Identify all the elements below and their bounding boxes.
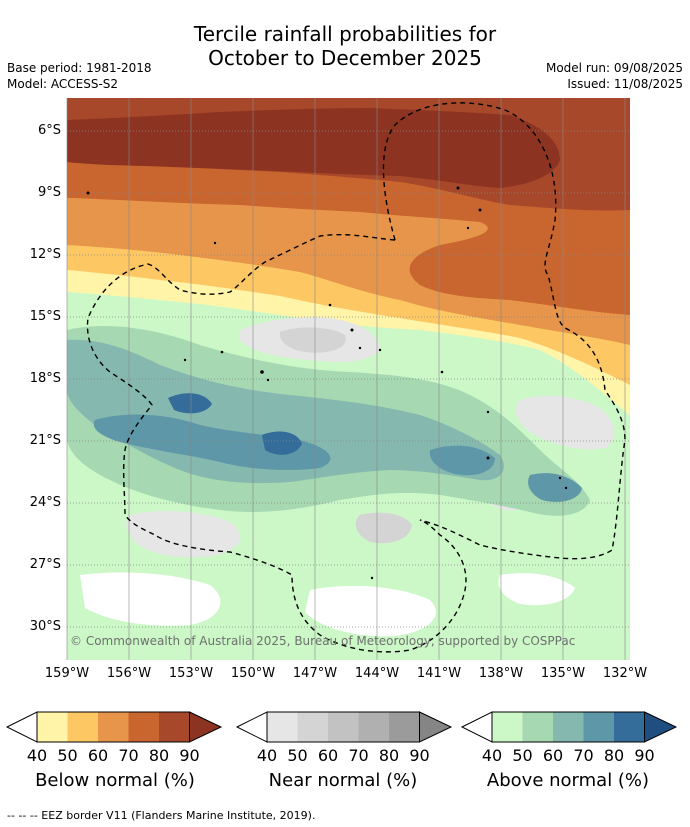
eez-borders <box>86 102 626 653</box>
below-90 <box>67 108 560 188</box>
base-period: Base period: 1981-2018 <box>7 61 152 75</box>
colorbar-below-title: Below normal (%) <box>35 770 195 791</box>
tick-below-70: 70 <box>118 746 139 765</box>
colorbar-above <box>460 711 678 743</box>
map-title: Tercile rainfall probabilities for Octob… <box>0 22 690 70</box>
lat-label-21s: 21°S <box>29 433 61 448</box>
tick-above-40: 40 <box>481 746 503 765</box>
tick-below-40: 40 <box>26 746 48 765</box>
colorbar-below <box>5 711 223 743</box>
meridians <box>66 98 626 660</box>
tick-below-50: 50 <box>57 746 78 765</box>
white-patch-3 <box>498 573 575 606</box>
lat-label-6s: 6°S <box>37 123 61 138</box>
model-name: Model: ACCESS-S2 <box>7 77 119 91</box>
probability-field <box>67 98 630 660</box>
tick-above-90: 90 <box>634 746 655 765</box>
tick-above-80: 80 <box>603 746 625 765</box>
lon-label-132w: 132°W <box>602 666 648 681</box>
lon-label-144w: 144°W <box>354 666 400 681</box>
islands <box>86 186 568 580</box>
lat-label-12s: 12°S <box>29 247 61 262</box>
above-70-3 <box>528 473 582 502</box>
title-line-2: October to December 2025 <box>208 46 482 70</box>
white-patch-2 <box>305 585 436 637</box>
lat-label-30s: 30°S <box>29 619 61 634</box>
above-80-1 <box>168 393 212 414</box>
near-50-patch-1 <box>279 327 346 353</box>
lon-label-147w: 147°W <box>292 666 338 681</box>
lon-label-135w: 135°W <box>540 666 586 681</box>
lat-label-27s: 27°S <box>29 557 61 572</box>
near-40-patch-3 <box>126 510 241 558</box>
tick-below-80: 80 <box>148 746 170 765</box>
tick-above-70: 70 <box>573 746 594 765</box>
above-70-1 <box>93 414 331 470</box>
colorbar-above-title: Above normal (%) <box>486 770 650 791</box>
lon-label-153w: 153°W <box>168 666 214 681</box>
tick-below-90: 90 <box>179 746 200 765</box>
issued-date: Issued: 11/08/2025 <box>567 77 683 91</box>
above-80-2 <box>262 431 302 455</box>
model-run: Model run: 09/08/2025 <box>545 61 683 75</box>
near-50-patch-3 <box>355 512 412 544</box>
title-line-1: Tercile rainfall probabilities for <box>193 22 497 46</box>
above-70-2 <box>429 445 495 476</box>
meta-left: Base period: 1981-2018 Model: ACCESS-S2 <box>7 60 152 92</box>
tick-near-80: 80 <box>378 746 400 765</box>
tick-near-60: 60 <box>317 746 339 765</box>
tick-near-70: 70 <box>348 746 369 765</box>
colorbar-near-title: Near normal (%) <box>268 770 418 791</box>
meta-right: Model run: 09/08/2025 Issued: 11/08/2025 <box>546 60 683 92</box>
lon-label-159w: 159°W <box>44 666 90 681</box>
tick-near-50: 50 <box>287 746 308 765</box>
graticule <box>67 130 630 628</box>
lon-label-150w: 150°W <box>230 666 276 681</box>
lat-label-15s: 15°S <box>29 309 61 324</box>
eez-legend-footer: -- -- -- EEZ border V11 (Flanders Marine… <box>7 809 316 822</box>
lon-label-138w: 138°W <box>478 666 524 681</box>
tick-near-90: 90 <box>409 746 430 765</box>
lon-label-141w: 141°W <box>416 666 462 681</box>
white-patch-1 <box>80 572 221 626</box>
lat-label-18s: 18°S <box>29 371 61 386</box>
lat-label-9s: 9°S <box>37 185 61 200</box>
tick-near-40: 40 <box>256 746 278 765</box>
copyright-notice: © Commonwealth of Australia 2025, Bureau… <box>70 634 576 648</box>
lat-label-24s: 24°S <box>29 495 61 510</box>
tick-above-60: 60 <box>542 746 564 765</box>
tick-above-50: 50 <box>512 746 533 765</box>
lon-label-156w: 156°W <box>106 666 152 681</box>
near-40-patch-2 <box>515 395 615 450</box>
tick-below-60: 60 <box>87 746 109 765</box>
colorbar-near <box>235 711 453 743</box>
